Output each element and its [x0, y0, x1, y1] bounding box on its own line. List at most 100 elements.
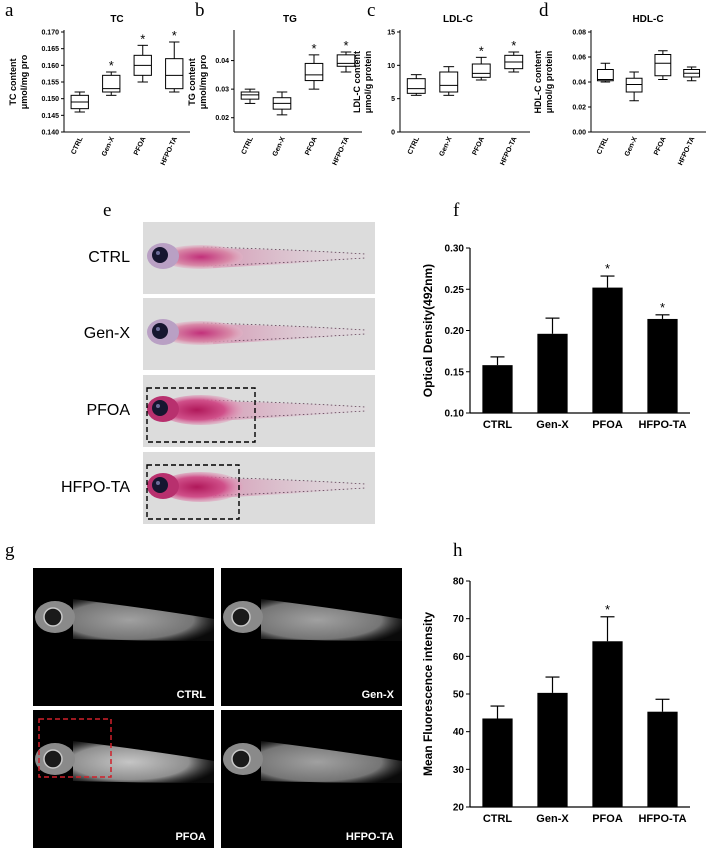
- y-axis-label: μmol/mg pro: [19, 54, 29, 109]
- y-axis-label: TC content: [8, 59, 18, 106]
- x-tick-label: CTRL: [70, 135, 85, 156]
- box-iqr: [654, 54, 672, 77]
- significance-star: *: [511, 38, 516, 53]
- optical-density-bar-chart: 0.10 0.15 0.20 0.25 0.30 Optical Density(492n…: [421, 244, 690, 431]
- fluorescence-image-pfoa: PFOA: [33, 710, 214, 848]
- box-pfoa: [654, 50, 672, 80]
- fluorescence-image-hfpo-ta: HFPO-TA: [221, 710, 402, 848]
- chart-title: LDL-C: [443, 14, 473, 25]
- hdl-c-boxplot: HDL-C HDL-C content μmol/g protein 0.00 0.02…: [533, 14, 706, 167]
- group-label: Gen-X: [362, 689, 395, 701]
- bar-gen-x: [537, 333, 568, 413]
- x-tick-label: Gen-X: [439, 136, 454, 158]
- y-tick-label: 0.04: [215, 58, 229, 65]
- tg-boxplot: TG TG content μmol/mg pro 0.02 0.03 0.04 CTRL G…: [187, 14, 362, 167]
- y-tick-label: 0.30: [445, 244, 465, 255]
- larva-image-gen-x: Gen-X: [84, 298, 375, 370]
- y-tick-label: 0.155: [41, 80, 59, 87]
- x-tick-label: Gen-X: [536, 419, 569, 431]
- x-tick-label: PFOA: [304, 136, 319, 157]
- y-tick-label: 0.00: [572, 130, 586, 137]
- group-label: CTRL: [88, 249, 130, 266]
- fluorescence-image-ctrl: CTRL: [33, 568, 214, 706]
- y-tick-label: 0.02: [572, 105, 586, 112]
- box-iqr: [439, 71, 459, 93]
- chart-title: TC: [110, 14, 123, 25]
- panel-letter-e: e: [103, 200, 111, 221]
- eye-highlight: [156, 327, 160, 331]
- x-tick-label: CTRL: [483, 419, 513, 431]
- significance-star: *: [605, 261, 610, 276]
- significance-star: *: [311, 41, 316, 56]
- highlight-box: [38, 718, 112, 778]
- significance-star: *: [605, 602, 610, 617]
- pigment-line: [202, 322, 366, 331]
- x-tick-label: CTRL: [241, 135, 256, 156]
- y-tick-label: 0.25: [445, 285, 465, 296]
- group-label: HFPO-TA: [346, 831, 394, 843]
- panel-letter-g: g: [5, 540, 15, 561]
- larva-eye: [231, 749, 251, 769]
- x-tick-label: PFOA: [592, 813, 623, 825]
- box-hfpo-ta: [165, 41, 184, 93]
- y-tick-label: 30: [453, 765, 465, 776]
- y-tick-label: 0.150: [41, 96, 59, 103]
- panel-letter-c: c: [367, 0, 375, 21]
- box-iqr: [336, 54, 356, 67]
- larva-eye: [152, 247, 168, 263]
- bar-ctrl: [482, 365, 513, 413]
- x-tick-label: PFOA: [653, 136, 668, 157]
- x-tick-label: HFPO-TA: [638, 813, 686, 825]
- box-ctrl: [70, 91, 89, 113]
- pigment-line: [202, 246, 366, 255]
- x-tick-label: CTRL: [596, 135, 611, 156]
- larva-body: [73, 741, 214, 783]
- larva-eye: [152, 477, 168, 493]
- pigment-line: [202, 257, 366, 267]
- larva-tail: [213, 401, 369, 421]
- larva-image-ctrl: CTRL: [88, 222, 375, 294]
- y-tick-label: 0.140: [41, 130, 59, 137]
- box-iqr: [625, 77, 643, 93]
- larva-image-hfpo-ta: HFPO-TA: [61, 452, 375, 524]
- bar-gen-x: [537, 692, 568, 807]
- significance-star: *: [140, 31, 145, 46]
- bar-pfoa: [592, 287, 623, 413]
- highlight-box: [146, 464, 240, 520]
- x-tick-label: HFPO-TA: [160, 136, 179, 167]
- chart-title: HDL-C: [632, 14, 663, 25]
- fluorescence-intensity-bar-chart: 20 30 40 50 60 70 80 Mean Fluorescence intensit…: [421, 577, 690, 825]
- y-axis-label: μmol/mg pro: [198, 54, 208, 109]
- larva-body: [159, 321, 243, 345]
- y-tick-label: 10: [387, 63, 395, 70]
- x-tick-label: PFOA: [471, 136, 486, 157]
- y-tick-label: 0: [391, 130, 395, 137]
- bar-pfoa: [592, 641, 623, 807]
- y-tick-label: 40: [453, 727, 465, 738]
- x-tick-label: PFOA: [592, 419, 623, 431]
- significance-star: *: [172, 28, 177, 43]
- y-axis-label: HDL-C content: [533, 51, 543, 114]
- larva-tail: [213, 248, 369, 268]
- y-axis-label: LDL-C content: [352, 51, 362, 113]
- y-tick-label: 0.170: [41, 30, 59, 37]
- box-ctrl: [596, 62, 614, 83]
- box-ctrl: [406, 74, 426, 96]
- x-tick-label: Gen-X: [536, 813, 569, 825]
- box-pfoa: [304, 54, 324, 90]
- tc-boxplot: TC TC content μmol/mg pro 0.140 0.145 0.150 0.…: [8, 14, 190, 167]
- y-tick-label: 60: [453, 652, 465, 663]
- y-axis-label: TG content: [187, 58, 197, 106]
- x-tick-label: CTRL: [483, 813, 513, 825]
- box-gen-x: [625, 71, 643, 102]
- y-axis-label: μmol/g protein: [544, 51, 554, 114]
- pigment-line: [202, 399, 366, 408]
- y-tick-label: 20: [453, 803, 465, 814]
- y-tick-label: 80: [453, 577, 465, 588]
- x-tick-label: PFOA: [133, 136, 148, 157]
- y-tick-label: 0.10: [445, 409, 465, 420]
- panel-letter-b: b: [195, 0, 205, 21]
- larva-image-pfoa: PFOA: [86, 375, 375, 447]
- box-pfoa: [471, 56, 491, 81]
